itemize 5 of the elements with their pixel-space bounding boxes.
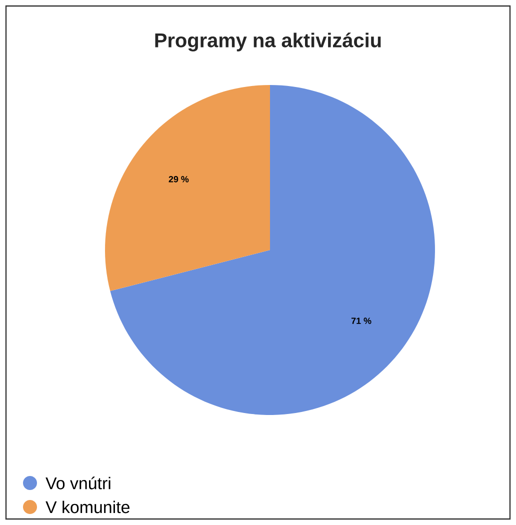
legend-label: V komunite <box>46 500 130 514</box>
legend-label: Vo vnútri <box>46 476 110 490</box>
data-label: 29 % <box>168 176 189 182</box>
chart-title: Programy na aktivizáciu <box>155 32 381 52</box>
data-label: 71 % <box>351 318 372 324</box>
